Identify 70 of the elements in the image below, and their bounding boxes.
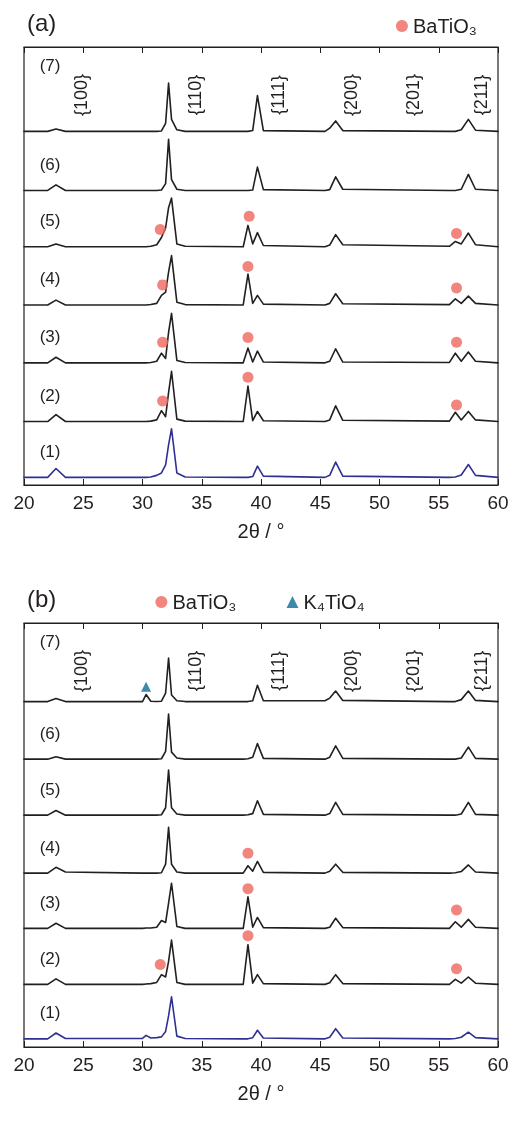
- legend-label: BaTiO₃: [412, 15, 478, 37]
- x-tick-label: 35: [191, 492, 213, 513]
- annotation: (6): [39, 723, 61, 743]
- annotation: (4): [39, 837, 61, 857]
- annotation: {201}: [402, 649, 423, 693]
- annotation: {200}: [341, 73, 362, 117]
- point: [157, 279, 169, 291]
- point: [242, 260, 254, 272]
- x-tick-label: 30: [131, 492, 154, 513]
- x-tick-label: 40: [250, 1054, 272, 1075]
- point: [242, 930, 254, 942]
- x-tick-label: 45: [309, 1054, 331, 1075]
- annotation: (5): [39, 211, 61, 231]
- x-tick-label: 55: [428, 1054, 450, 1075]
- annotation: {201}: [402, 73, 423, 117]
- point: [154, 959, 166, 971]
- x-tick-label: 20: [13, 1054, 35, 1075]
- x-axis-title: 2θ / °: [237, 1082, 285, 1104]
- point: [451, 336, 463, 348]
- annotation: (4): [39, 269, 61, 289]
- x-axis-title: 2θ / °: [237, 520, 285, 542]
- annotation: {100}: [70, 73, 91, 117]
- point: [243, 210, 255, 222]
- x-tick-label: 30: [131, 1054, 154, 1075]
- annotation: {110}: [184, 650, 205, 692]
- point: [157, 336, 169, 348]
- x-tick-label: 25: [72, 492, 94, 513]
- annotation: (1): [39, 441, 61, 461]
- text: (7): [39, 55, 61, 75]
- annotation: (1): [39, 1003, 61, 1023]
- annotation: (2): [39, 386, 61, 406]
- annotation: (3): [39, 327, 61, 347]
- annotation: {110}: [184, 74, 205, 116]
- x-tick-label: 60: [487, 1054, 509, 1075]
- x-tick-label: 40: [250, 492, 272, 513]
- point: [451, 963, 463, 975]
- annotation: {111}: [267, 651, 288, 691]
- annotation: {100}: [70, 649, 91, 693]
- annotation: {211}: [471, 74, 492, 116]
- x-tick-label: 60: [487, 492, 509, 513]
- chart-title: (b): [27, 584, 57, 612]
- x-tick-label: 50: [368, 492, 391, 513]
- point: [242, 883, 254, 895]
- legend-label: BaTiO₃: [172, 591, 237, 613]
- x-tick-label: 35: [191, 1054, 213, 1075]
- annotation: {111}: [267, 75, 288, 115]
- annotation: {200}: [341, 649, 362, 693]
- x-tick-label: 45: [309, 492, 331, 513]
- point: [242, 847, 254, 859]
- point: [451, 904, 463, 916]
- point: [242, 371, 254, 383]
- annotation: {211}: [471, 650, 492, 692]
- point: [451, 227, 463, 239]
- point: [242, 332, 254, 344]
- annotation: (5): [39, 779, 61, 799]
- annotation: (3): [39, 892, 61, 912]
- x-tick-label: 25: [72, 1054, 94, 1075]
- x-tick-label: 50: [368, 1054, 391, 1075]
- point: [451, 399, 463, 411]
- annotation: (6): [39, 154, 61, 174]
- point: [154, 223, 166, 235]
- annotation: (2): [39, 948, 61, 968]
- chart-title: (a): [27, 8, 57, 36]
- point: [141, 681, 152, 692]
- point: [157, 395, 169, 407]
- x-tick-label: 55: [428, 492, 450, 513]
- point: [451, 282, 463, 294]
- legend-label: K₄TiO₄: [303, 591, 365, 613]
- x-tick-label: 20: [13, 492, 35, 513]
- text: (7): [39, 631, 61, 651]
